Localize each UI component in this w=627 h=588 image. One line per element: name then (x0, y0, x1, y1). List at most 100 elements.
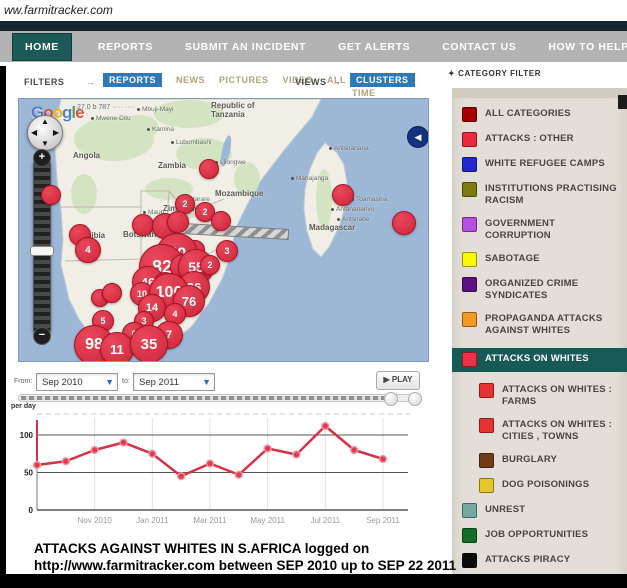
category-label: ATTACKS : OTHER (485, 133, 574, 144)
play-button[interactable]: ▶ PLAY (376, 371, 420, 390)
sidebar-top-strip (452, 88, 627, 98)
category-item-government-corruption[interactable]: GOVERNMENT CORRUPTION (452, 217, 627, 242)
category-item-attacks-other[interactable]: ATTACKS : OTHER (452, 132, 627, 147)
map-zoom-slider[interactable]: + − (30, 149, 54, 345)
zoom-slider-handle[interactable] (30, 246, 54, 256)
nav-item-home[interactable]: HOME (12, 32, 72, 61)
filters-arrow-icon: → (86, 77, 95, 87)
pan-left-icon[interactable]: ◀ (31, 128, 38, 137)
chart-point (90, 445, 99, 455)
map-marker[interactable] (167, 211, 189, 233)
category-swatch-icon (462, 553, 477, 568)
category-item-all-categories[interactable]: ALL CATEGORIES (452, 107, 627, 122)
category-label: ATTACKS ON WHITES : CITIES , TOWNS (502, 419, 613, 442)
chart-point (32, 460, 42, 470)
category-item-attacks-on-whites-cities-towns[interactable]: ATTACKS ON WHITES : CITIES , TOWNS (452, 418, 627, 443)
category-item-unrest[interactable]: UNREST (452, 503, 627, 518)
zoom-out-button[interactable]: − (33, 327, 51, 345)
chart-point (148, 449, 157, 458)
map-marker[interactable] (102, 283, 122, 303)
category-item-white-refugee-camps[interactable]: WHITE REFUGEE CAMPS (452, 157, 627, 172)
category-item-attacks-on-whites-farms[interactable]: ATTACKS ON WHITES : FARMS (452, 383, 627, 408)
chart-x-tick: Sep 2011 (366, 516, 400, 525)
map-marker[interactable] (211, 211, 231, 231)
category-label: JOB OPPORTUNITIES (485, 529, 589, 540)
zoom-in-button[interactable]: + (33, 149, 51, 167)
map-marker[interactable] (332, 184, 354, 206)
map-marker[interactable] (199, 159, 219, 179)
category-swatch-icon (462, 252, 477, 267)
filter-option-video[interactable]: VIDEO (282, 75, 314, 85)
category-item-attacks-on-whites[interactable]: ATTACKS ON WHITES (452, 348, 627, 372)
map-cluster-11[interactable]: 11 (100, 332, 134, 361)
from-date-select[interactable]: Sep 2010 ▼ (36, 373, 118, 391)
incident-map[interactable]: Google 27.0 b 787 ·· ·· ···· ▲ ▼ ◀ ▶ + −… (18, 98, 429, 362)
time-range-slider[interactable] (18, 392, 422, 406)
view-option-time[interactable]: TIME (352, 88, 376, 98)
bottom-frame-bar (0, 574, 627, 588)
nav-item-contact-us[interactable]: CONTACT US (442, 40, 517, 53)
left-frame-bar (0, 66, 6, 588)
category-label: UNREST (485, 504, 526, 515)
map-marker[interactable] (132, 214, 154, 236)
category-item-sabotage[interactable]: SABOTAGE (452, 252, 627, 267)
slider-handle-left[interactable] (384, 392, 398, 406)
category-label: SABOTAGE (485, 253, 540, 264)
map-cluster-35[interactable]: 35 (130, 325, 168, 361)
category-sidebar: ALL CATEGORIES ATTACKS : OTHER WHITE REFUG… (452, 88, 627, 588)
category-item-organized-crime-syndicates[interactable]: ORGANIZED CRIME SYNDICATES (452, 277, 627, 302)
filter-option-reports[interactable]: REPORTS (103, 73, 163, 87)
map-watermark-text: 27.0 b 787 ·· ·· ···· (77, 104, 135, 111)
bottom-caption: ATTACKS AGAINST WHITES IN S.AFRICA logge… (34, 540, 456, 574)
page-url[interactable]: ww.farmitracker.com (4, 3, 113, 17)
chart-x-tick: Mar 2011 (193, 516, 227, 525)
category-swatch-icon (462, 312, 477, 327)
view-option-clusters[interactable]: CLUSTERS (350, 73, 415, 87)
filter-option-pictures[interactable]: PICTURES (219, 75, 269, 85)
filter-option-news[interactable]: NEWS (176, 75, 206, 85)
pan-right-icon[interactable]: ▶ (52, 128, 59, 137)
city-label-lubumbashi: Lubumbashi (171, 139, 211, 146)
to-date-select[interactable]: Sep 2011 ▼ (133, 373, 215, 391)
nav-item-how-to-help[interactable]: HOW TO HELP (548, 40, 627, 53)
chart-point (119, 438, 128, 447)
map-pan-control[interactable]: ▲ ▼ ◀ ▶ (27, 115, 63, 151)
chart-point (349, 445, 359, 455)
nav-item-get-alerts[interactable]: GET ALERTS (338, 40, 411, 53)
chart-point (263, 444, 272, 453)
city-label-mbuji-mayi: Mbuji-Mayi (137, 106, 173, 113)
nav-item-submit-an-incident[interactable]: SUBMIT AN INCIDENT (184, 40, 307, 53)
chart-x-tick: Nov 2010 (78, 516, 113, 525)
category-label: WHITE REFUGEE CAMPS (485, 158, 605, 169)
map-cluster-4[interactable]: 4 (164, 303, 186, 325)
category-item-attacks-piracy[interactable]: ATTACKS PIRACY (452, 553, 627, 568)
map-cluster-4[interactable]: 4 (75, 237, 101, 263)
city-label-antananarivo: Antananarivo (331, 206, 374, 213)
category-swatch-icon (462, 132, 477, 147)
category-item-burglary[interactable]: BURGLARY (452, 453, 627, 468)
country-label-madagascar: Madagascar (309, 223, 356, 232)
chart-point (234, 470, 243, 479)
slider-handle-right[interactable] (408, 392, 422, 406)
city-label-maun: Maun (143, 209, 164, 216)
chart-y-tick: 50 (24, 469, 33, 478)
chart-x-tick: Jan 2011 (136, 516, 169, 525)
category-item-propaganda-attacks-against-whites[interactable]: PROPAGANDA ATTACKS AGAINST WHITES (452, 312, 627, 337)
map-marker[interactable] (41, 185, 61, 205)
map-cluster-2[interactable]: 2 (200, 255, 220, 275)
filter-option-all[interactable]: ALL (327, 75, 347, 85)
category-item-dog-poisonings[interactable]: DOG POISONINGS (452, 478, 627, 493)
category-swatch-icon (462, 503, 477, 518)
map-panel-toggle-button[interactable]: ◀ (407, 126, 428, 148)
category-item-institutions-practising-racism[interactable]: INSTITUTIONS PRACTISING RACISM (452, 182, 627, 207)
pan-down-icon[interactable]: ▼ (41, 139, 49, 148)
category-swatch-icon (462, 352, 477, 367)
map-cluster-3[interactable]: 3 (216, 240, 238, 262)
pan-up-icon[interactable]: ▲ (41, 117, 49, 126)
nav-item-reports[interactable]: REPORTS (97, 40, 153, 53)
category-label: INSTITUTIONS PRACTISING RACISM (485, 183, 617, 206)
category-label: ATTACKS ON WHITES : FARMS (502, 384, 613, 407)
category-item-job-opportunities[interactable]: JOB OPPORTUNITIES (452, 528, 627, 543)
map-marker[interactable] (392, 211, 416, 235)
filters-label: FILTERS (24, 77, 65, 87)
